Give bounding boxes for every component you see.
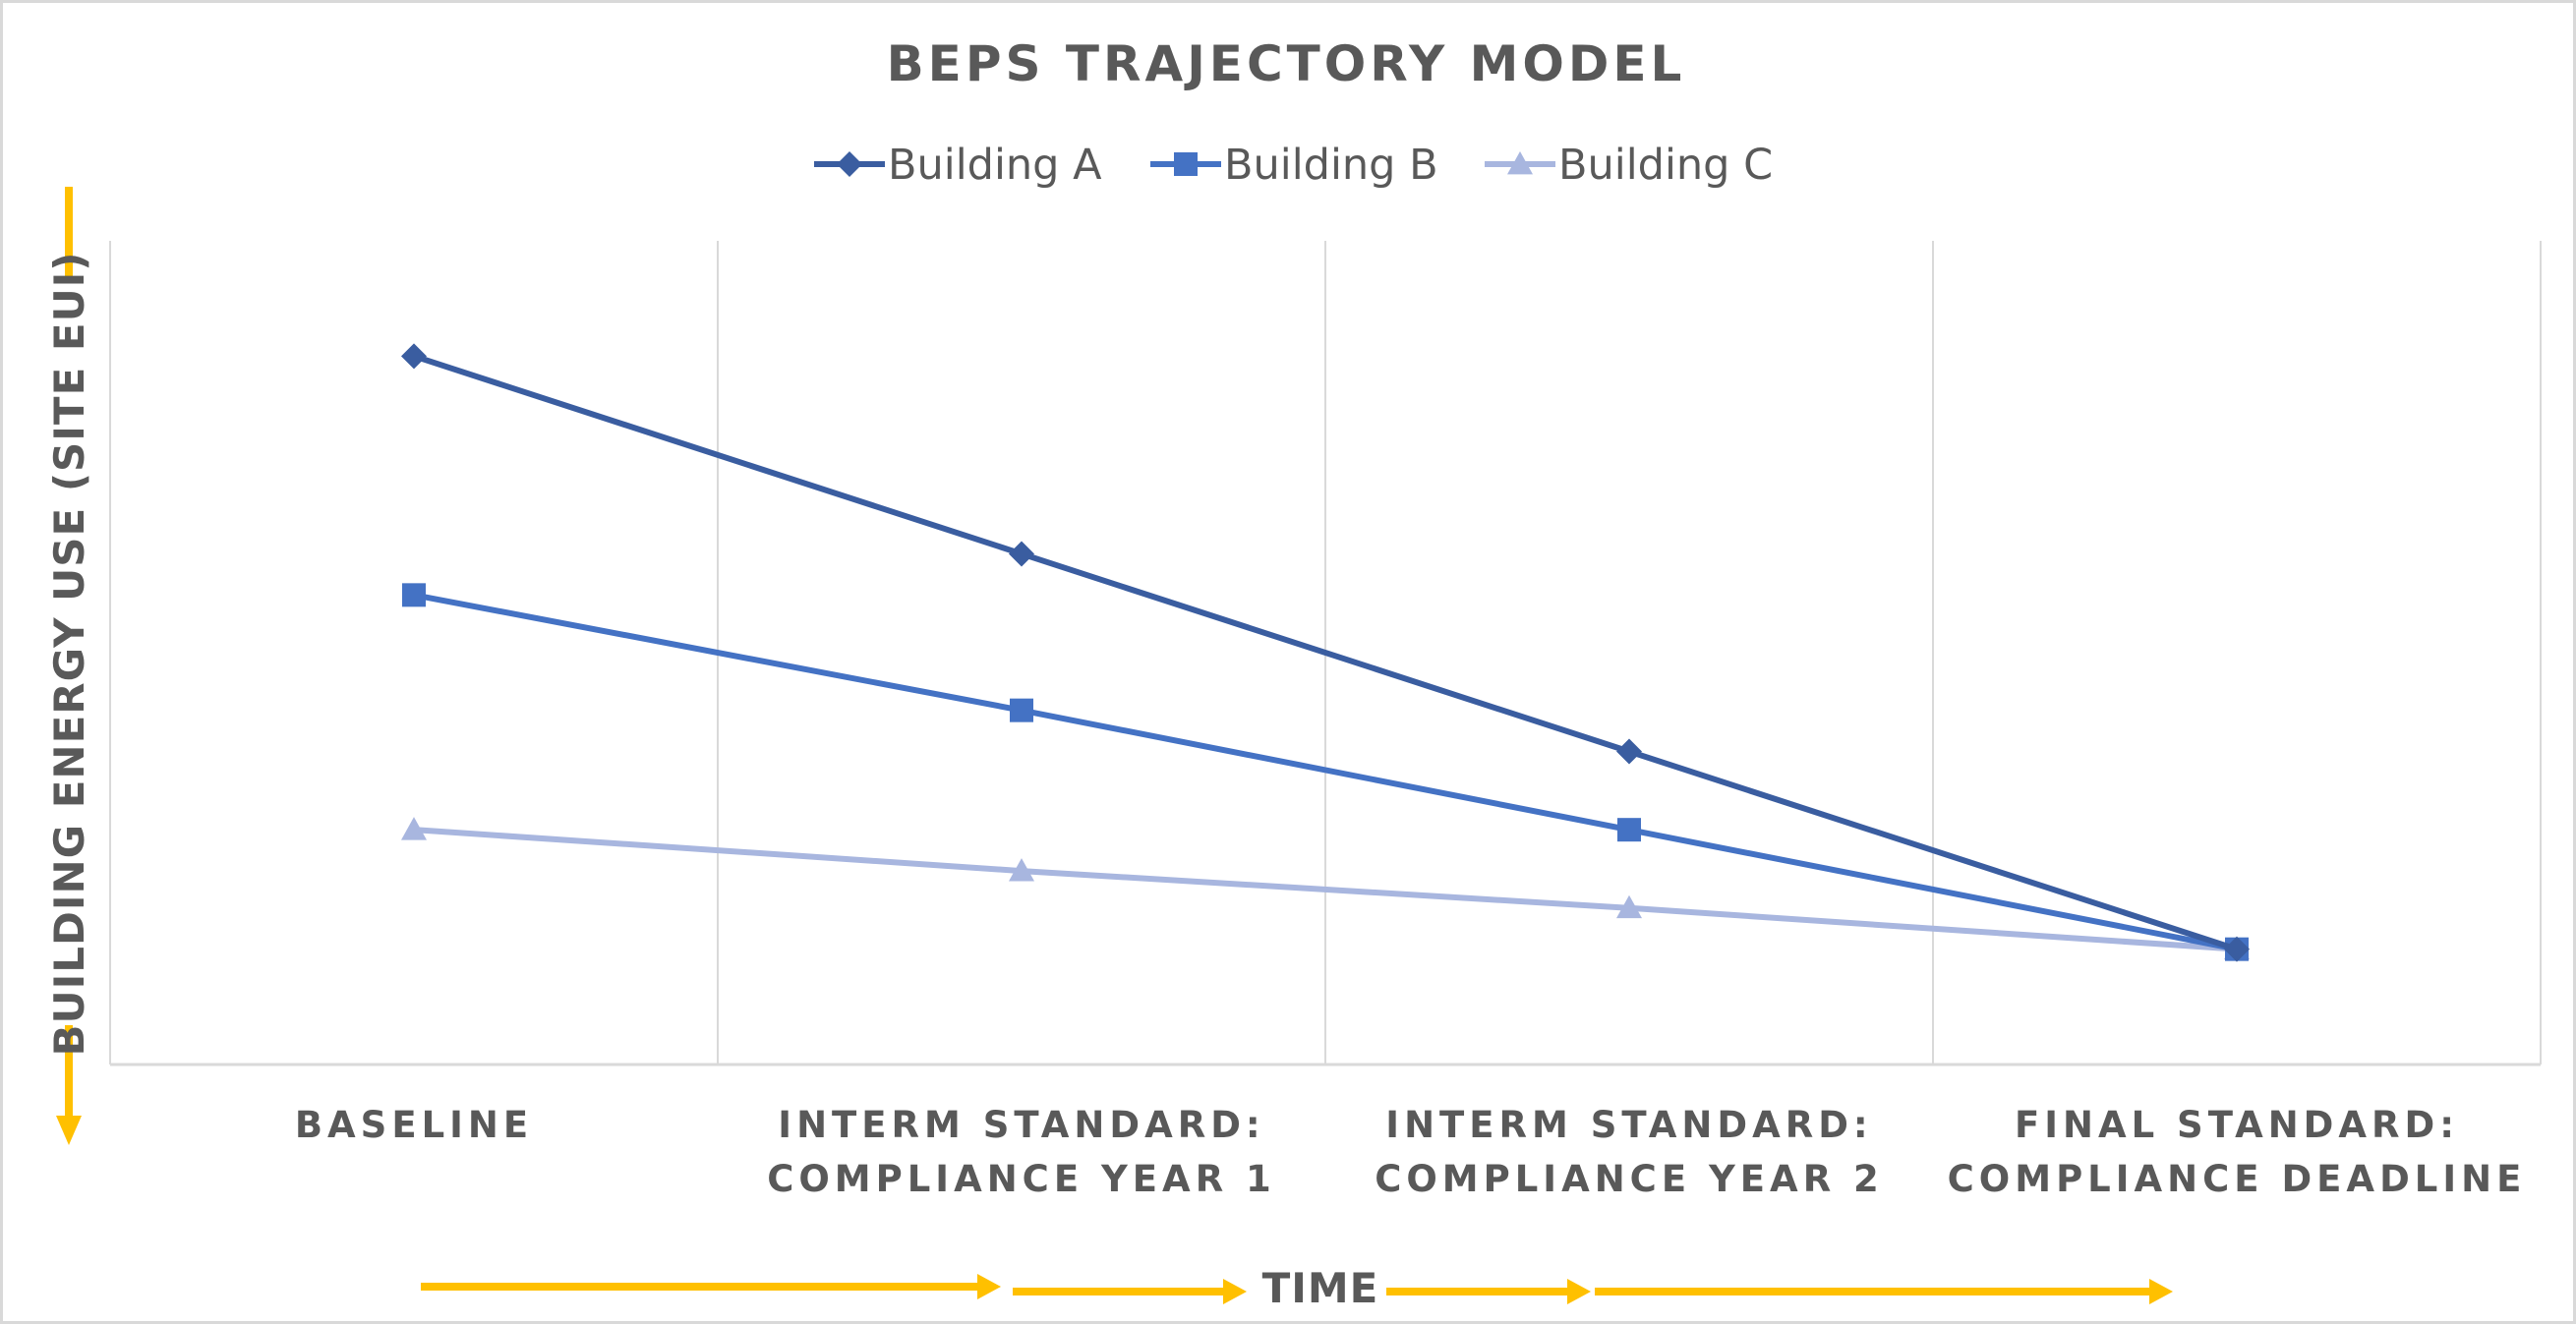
data-point-building-a <box>401 343 427 370</box>
x-axis-title: TIME <box>1262 1264 1379 1312</box>
series-building-a <box>401 343 2250 962</box>
category-label-line: COMPLIANCE YEAR 1 <box>767 1158 1276 1200</box>
series-layer <box>401 343 2250 962</box>
legend-marker-building-a <box>837 151 862 177</box>
series-line-building-c <box>413 827 2238 952</box>
category-label: FINAL STANDARD: COMPLIANCE DEADLINE <box>1948 1104 2527 1200</box>
category-label-line: COMPLIANCE YEAR 2 <box>1375 1158 1884 1200</box>
data-point-building-a <box>1616 738 1642 765</box>
category-label-line: INTERM STANDARD: <box>1385 1104 1872 1146</box>
data-point-building-b <box>1617 818 1641 842</box>
legend-item-building-c: Building C <box>1485 141 1773 190</box>
x-axis-arrowhead <box>1567 1279 1591 1304</box>
y-axis-title: BUILDING ENERGY USE (SITE EUI) <box>45 251 93 1056</box>
series-line-building-a <box>413 353 2238 952</box>
category-labels: BASELINE INTERM STANDARD: COMPLIANCE YEAR … <box>295 1104 2527 1200</box>
data-point-building-b <box>402 583 426 607</box>
y-axis-title-group: BUILDING ENERGY USE (SITE EUI) <box>45 187 93 1145</box>
x-axis-arrowhead <box>1223 1279 1247 1304</box>
x-axis-title-group: TIME <box>421 1264 2173 1312</box>
legend: Building A Building B Building C <box>814 141 1773 190</box>
data-point-building-a <box>1009 541 1034 567</box>
y-axis-arrowhead <box>56 1116 82 1145</box>
series-line-building-b <box>413 592 2238 952</box>
data-point-building-b <box>1010 698 1033 722</box>
category-label: INTERM STANDARD: COMPLIANCE YEAR 1 <box>767 1104 1276 1200</box>
category-label: BASELINE <box>295 1104 533 1146</box>
legend-label-building-b: Building B <box>1224 141 1438 190</box>
data-point-building-a <box>2224 936 2250 962</box>
category-label-line: COMPLIANCE DEADLINE <box>1948 1158 2527 1200</box>
category-label: INTERM STANDARD: COMPLIANCE YEAR 2 <box>1375 1104 1884 1200</box>
chart-title: BEPS TRAJECTORY MODEL <box>887 35 1686 92</box>
legend-item-building-b: Building B <box>1150 141 1438 190</box>
data-point-building-c <box>1009 858 1034 882</box>
x-axis-arrowhead <box>977 1274 1001 1299</box>
x-axis-arrowhead <box>2149 1279 2173 1304</box>
legend-marker-building-c <box>1507 151 1533 175</box>
legend-item-building-a: Building A <box>814 141 1102 190</box>
data-point-building-c <box>401 817 427 840</box>
legend-label-building-c: Building C <box>1558 141 1773 190</box>
legend-marker-building-b <box>1174 152 1198 176</box>
category-label-line: BASELINE <box>295 1104 533 1146</box>
data-point-building-c <box>1616 894 1642 919</box>
category-label-line: INTERM STANDARD: <box>778 1104 1264 1146</box>
category-label-line: FINAL STANDARD: <box>2015 1104 2459 1146</box>
legend-label-building-a: Building A <box>888 141 1102 190</box>
